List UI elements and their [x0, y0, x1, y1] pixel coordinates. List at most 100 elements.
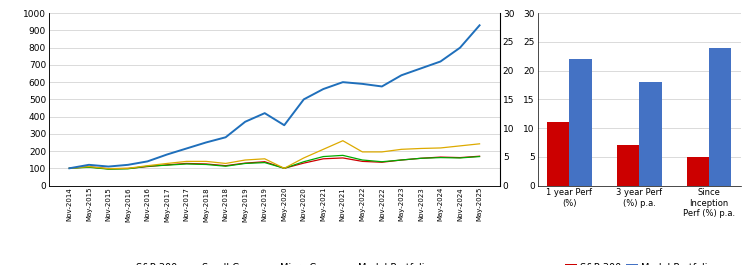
S&P 300 [104, 167, 113, 170]
Micro Caps [299, 156, 308, 160]
Micro Caps [436, 146, 445, 149]
Model Portfolio [65, 167, 74, 170]
Micro Caps [182, 160, 191, 163]
S&P 300 [84, 165, 93, 169]
S&P 300 [417, 157, 426, 160]
Small Caps [202, 163, 211, 166]
Small Caps [378, 160, 387, 163]
Micro Caps [162, 162, 171, 165]
Model Portfolio [338, 81, 347, 84]
Small Caps [260, 161, 269, 164]
Small Caps [397, 158, 406, 162]
Small Caps [338, 154, 347, 157]
Micro Caps [104, 167, 113, 170]
S&P 300 [123, 167, 132, 170]
S&P 300 [397, 158, 406, 162]
Micro Caps [202, 160, 211, 163]
Model Portfolio [123, 163, 132, 166]
Model Portfolio [456, 46, 465, 49]
Model Portfolio [417, 67, 426, 70]
S&P 300 [221, 164, 230, 167]
Small Caps [162, 164, 171, 167]
Small Caps [241, 162, 250, 165]
Small Caps [182, 162, 191, 166]
Micro Caps [338, 139, 347, 142]
Bar [687, 157, 709, 186]
Micro Caps [378, 150, 387, 153]
Model Portfolio [143, 160, 152, 163]
S&P 300 [162, 163, 171, 166]
Small Caps [221, 165, 230, 168]
Small Caps [417, 157, 426, 160]
Micro Caps [221, 162, 230, 165]
Small Caps [456, 156, 465, 160]
Model Portfolio [104, 165, 113, 168]
S&P 300 [358, 160, 367, 163]
Model Portfolio [84, 163, 93, 166]
S&P 300 [475, 155, 484, 158]
S&P 300 [280, 167, 289, 170]
Bar [639, 82, 662, 186]
Model Portfolio [260, 112, 269, 115]
Micro Caps [241, 158, 250, 162]
S&P 300 [241, 161, 250, 165]
S&P 300 [299, 161, 308, 165]
Small Caps [280, 167, 289, 170]
S&P 300 [378, 161, 387, 164]
Line: Micro Caps: Micro Caps [69, 141, 480, 169]
Model Portfolio [162, 153, 171, 156]
Model Portfolio [299, 98, 308, 101]
Micro Caps [475, 142, 484, 145]
Model Portfolio [221, 136, 230, 139]
Small Caps [319, 155, 328, 158]
Model Portfolio [397, 74, 406, 77]
Small Caps [358, 158, 367, 162]
S&P 300 [456, 156, 465, 159]
Small Caps [143, 165, 152, 168]
Model Portfolio [182, 147, 191, 150]
Line: S&P 300: S&P 300 [69, 156, 480, 169]
Bar [547, 122, 569, 186]
Model Portfolio [319, 87, 328, 91]
Small Caps [65, 167, 74, 170]
Line: Small Caps: Small Caps [69, 155, 480, 169]
Model Portfolio [202, 141, 211, 144]
Bar [709, 48, 732, 186]
Micro Caps [84, 165, 93, 168]
S&P 300 [143, 165, 152, 168]
Model Portfolio [436, 60, 445, 63]
Micro Caps [319, 148, 328, 151]
Micro Caps [397, 148, 406, 151]
Small Caps [475, 155, 484, 158]
Micro Caps [358, 150, 367, 153]
Legend: S&P 300, Model Portfolio: S&P 300, Model Portfolio [566, 263, 713, 265]
Model Portfolio [378, 85, 387, 88]
Model Portfolio [358, 82, 367, 85]
Micro Caps [123, 167, 132, 170]
Small Caps [104, 167, 113, 171]
Small Caps [123, 167, 132, 170]
Small Caps [436, 156, 445, 159]
Model Portfolio [241, 120, 250, 123]
Micro Caps [280, 167, 289, 170]
S&P 300 [338, 156, 347, 160]
Small Caps [84, 166, 93, 169]
S&P 300 [260, 160, 269, 163]
Line: Model Portfolio: Model Portfolio [69, 25, 480, 168]
Model Portfolio [280, 123, 289, 127]
Legend: S&P 300, Small Caps, Micro Caps, Model Portfolio: S&P 300, Small Caps, Micro Caps, Model P… [119, 263, 430, 265]
Micro Caps [456, 144, 465, 147]
Bar [617, 145, 639, 185]
Model Portfolio [475, 24, 484, 27]
S&P 300 [436, 156, 445, 159]
Micro Caps [143, 164, 152, 167]
S&P 300 [319, 157, 328, 160]
S&P 300 [182, 162, 191, 165]
Micro Caps [260, 157, 269, 160]
S&P 300 [65, 167, 74, 170]
Bar [569, 59, 592, 186]
Micro Caps [417, 147, 426, 150]
S&P 300 [202, 162, 211, 166]
Small Caps [299, 160, 308, 163]
Micro Caps [65, 167, 74, 170]
